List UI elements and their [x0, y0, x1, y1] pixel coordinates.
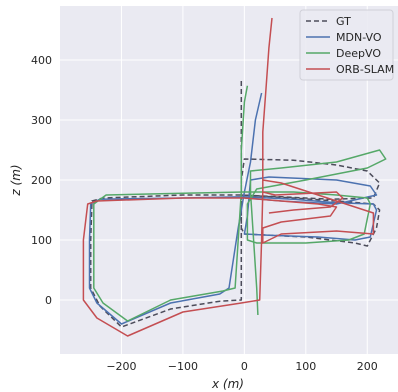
series-line-deepvo [93, 85, 387, 322]
y-tick-labels: 0 100 200 300 400 [31, 54, 52, 307]
y-tick-label: 0 [45, 294, 52, 307]
x-tick-label: −100 [168, 360, 198, 373]
x-tick-label: −200 [106, 360, 136, 373]
legend-box [299, 9, 394, 81]
y-tick-label: 200 [31, 174, 52, 187]
x-tick-labels: −200 −100 0 100 200 [106, 360, 377, 373]
series-line-orb-slam [82, 17, 375, 337]
y-tick-label: 300 [31, 114, 52, 127]
x-tick-label: 100 [295, 360, 316, 373]
series-layer [82, 17, 387, 337]
legend-label: ORB-SLAM [336, 63, 394, 76]
x-tick-label: 0 [241, 360, 248, 373]
legend-label: GT [336, 15, 351, 28]
x-tick-label: 200 [357, 360, 378, 373]
legend-label: DeepVO [336, 47, 381, 60]
x-axis-label: x (m) [211, 377, 244, 391]
y-tick-label: 400 [31, 54, 52, 67]
legend-label: MDN-VO [336, 31, 382, 44]
y-axis-label: z (m) [9, 164, 23, 196]
legend: GT MDN-VO DeepVO ORB-SLAM [299, 9, 394, 81]
series-line-gt [89, 81, 381, 328]
y-tick-label: 100 [31, 234, 52, 247]
